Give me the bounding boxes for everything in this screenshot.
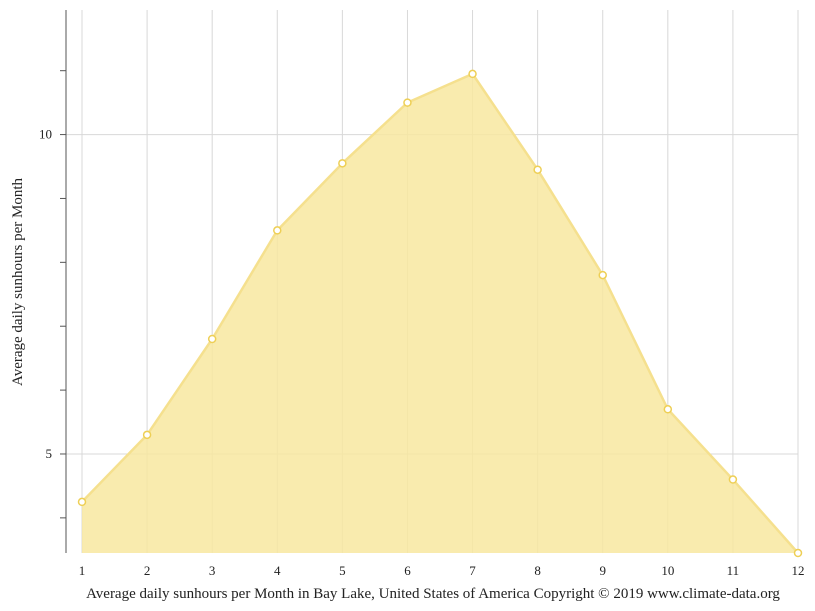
data-point-month-4: [273, 226, 282, 235]
x-tick-label: 8: [534, 563, 541, 578]
data-point-month-8: [533, 165, 542, 174]
data-points: [77, 69, 803, 558]
y-tick-label: 10: [39, 127, 52, 142]
data-point-month-12: [793, 548, 803, 558]
y-axis-ticks: 5 10: [39, 70, 66, 519]
x-tick-label: 7: [469, 563, 476, 578]
x-tick-label: 6: [404, 563, 411, 578]
data-point-month-11: [728, 475, 738, 484]
x-tick-label: 11: [727, 563, 740, 578]
x-tick-label: 1: [79, 563, 86, 578]
data-point-month-6: [403, 98, 412, 107]
sunhours-line: [81, 72, 799, 554]
data-point-month-2: [142, 430, 152, 440]
x-tick-label: 10: [661, 563, 674, 578]
sunhours-area: [82, 73, 798, 553]
x-tick-label: 2: [144, 563, 151, 578]
data-point-month-1: [77, 497, 87, 507]
x-tick-label: 9: [599, 563, 606, 578]
chart-caption: Average daily sunhours per Month in Bay …: [86, 586, 780, 602]
data-point-month-7: [468, 69, 477, 79]
x-axis-ticks: 1 2 3 4 5 6 7 8 9 10 11 12: [79, 563, 805, 578]
data-point-month-10: [663, 405, 673, 414]
x-tick-label: 3: [209, 563, 216, 578]
y-axis-title: Average daily sunhours per Month: [10, 178, 26, 387]
y-tick-label: 5: [46, 446, 53, 461]
data-point-month-5: [338, 159, 347, 168]
data-point-month-9: [598, 270, 607, 280]
x-tick-label: 12: [792, 563, 805, 578]
x-tick-label: 4: [274, 563, 281, 578]
x-tick-label: 5: [339, 563, 346, 578]
data-point-month-3: [207, 334, 217, 344]
